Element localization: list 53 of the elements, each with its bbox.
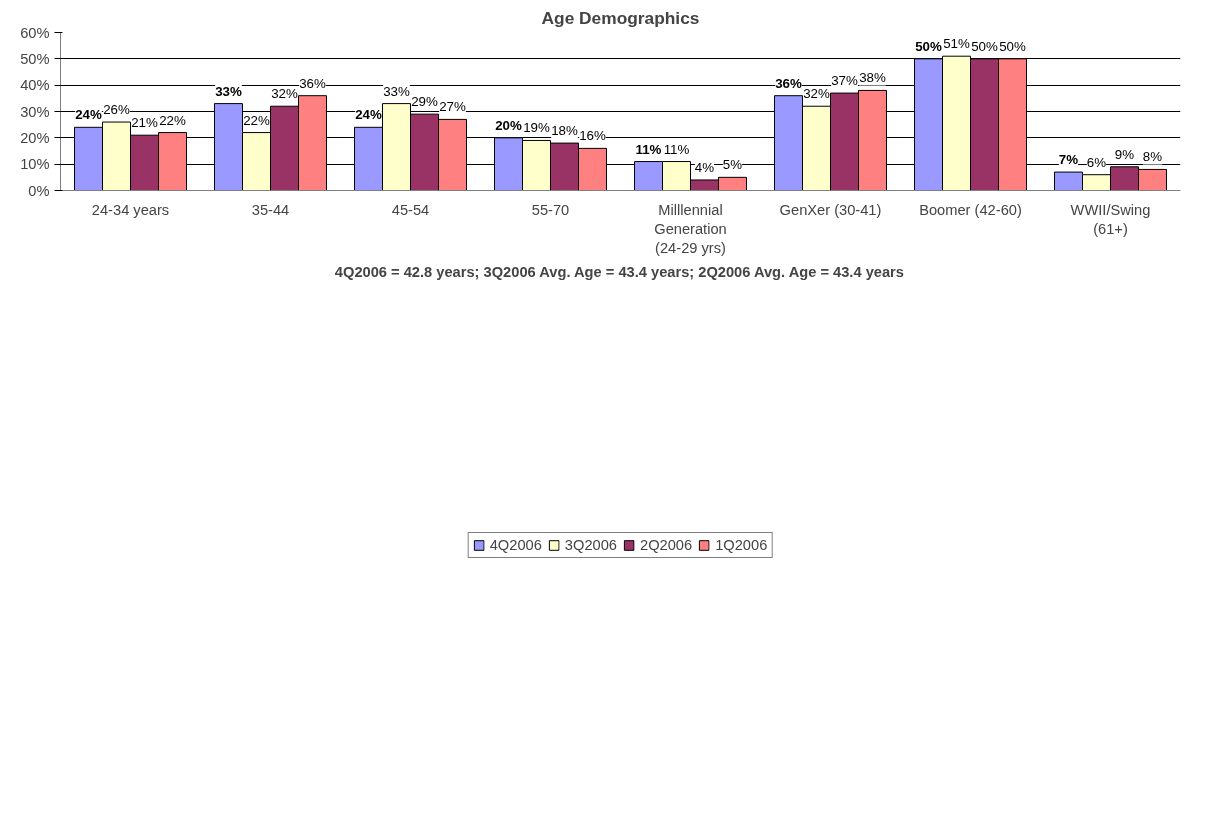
y-tick-label: 50% [20,50,50,67]
data-label: 7% [1058,152,1079,168]
x-tick-label: 55-70 [531,201,570,218]
data-label: 36% [775,75,802,91]
data-label: 36% [299,75,326,91]
data-label: 11% [663,141,690,157]
legend-label: 2Q2006 [640,537,693,553]
data-label: 51% [943,36,970,52]
x-tick-label: Milllennial Generation (24-29 yrs) [654,201,727,256]
data-label: 24% [75,107,102,123]
data-label: 32% [803,86,830,102]
data-label: 9% [1114,146,1135,162]
data-label: 50% [971,38,998,54]
data-label: 16% [579,128,606,144]
x-axis-title: 4Q2006 = 42.8 years; 3Q2006 Avg. Age = 43.4 years; 2Q2006 Avg. Age = 43.4 years [334,263,904,280]
data-label: 29% [411,94,438,110]
y-tick-label: 0% [28,182,50,199]
x-tick-label: Boomer (42-60) [919,201,1022,218]
x-tick-label: 45-54 [391,201,430,218]
y-tick-label: 30% [20,103,50,120]
data-label: 37% [831,73,858,89]
y-tick-label: 20% [20,129,50,146]
x-tick-label: GenXer (30-41) [779,201,882,218]
data-label: 5% [722,157,743,173]
data-label: 27% [439,99,466,115]
data-label: 33% [215,83,242,99]
y-tick-label: 60% [20,24,50,41]
data-label: 19% [523,120,550,136]
data-label: 22% [159,112,186,128]
legend-label: 1Q2006 [715,537,768,553]
x-tick-label: 24-34 years [91,201,170,218]
chart-title: Age Demographics [541,7,700,28]
x-tick-label: 35-44 [251,201,290,218]
data-label: 38% [859,70,886,86]
data-label: 11% [635,141,662,157]
data-label: 50% [999,38,1026,54]
data-label: 6% [1086,154,1107,170]
y-tick-label: 10% [20,156,50,173]
data-label: 4% [694,159,715,175]
data-label: 8% [1142,149,1163,165]
data-label: 22% [243,112,270,128]
legend-label: 4Q2006 [489,537,542,553]
data-label: 18% [551,123,578,139]
legend-label: 3Q2006 [564,537,617,553]
data-label: 24% [355,107,382,123]
data-label: 50% [915,38,942,54]
data-label: 21% [131,115,158,131]
data-label: 26% [103,102,130,118]
y-tick-label: 40% [20,77,50,94]
x-tick-label: WWII/Swing (61+) [1070,201,1151,237]
data-label: 33% [383,83,410,99]
data-label: 20% [495,117,522,133]
data-label: 32% [271,86,298,102]
